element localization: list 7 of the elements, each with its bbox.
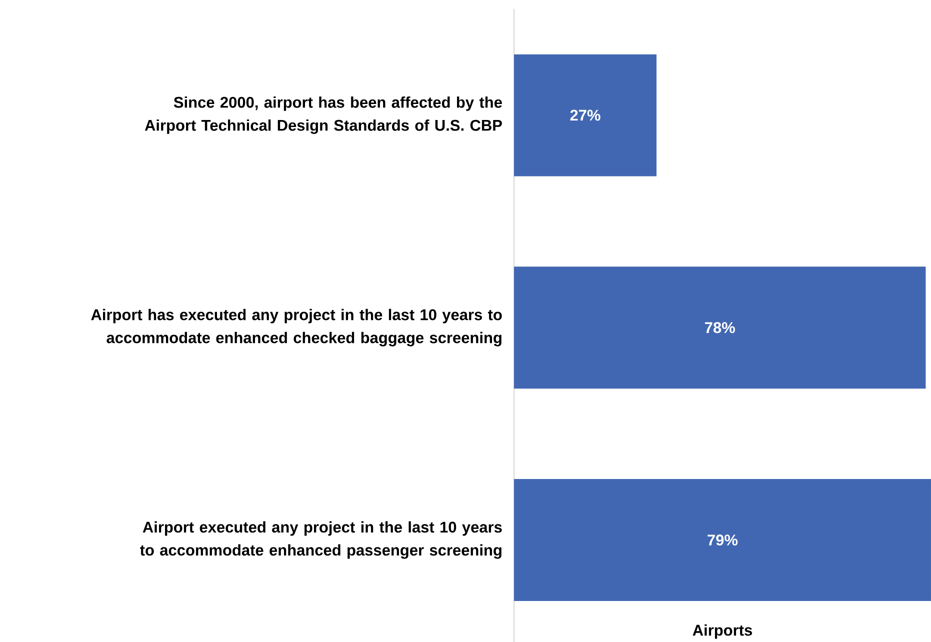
x-axis-title: Airports	[692, 624, 752, 639]
data-label: 27%	[570, 110, 600, 121]
y-tick-label: Airport has executed any project in the last 10 years to accommodate enhanced checked baggage screening	[91, 308, 502, 346]
data-label: 79%	[708, 534, 738, 546]
y-tick-label: Since 2000, airport has been affected by the Airport Technical Design Standards of U.S. CBP	[144, 96, 502, 134]
data-label: 78%	[705, 322, 735, 334]
y-tick-label: Airport executed any project in the last 10 years to accommodate enhanced passenger screening	[140, 521, 502, 559]
